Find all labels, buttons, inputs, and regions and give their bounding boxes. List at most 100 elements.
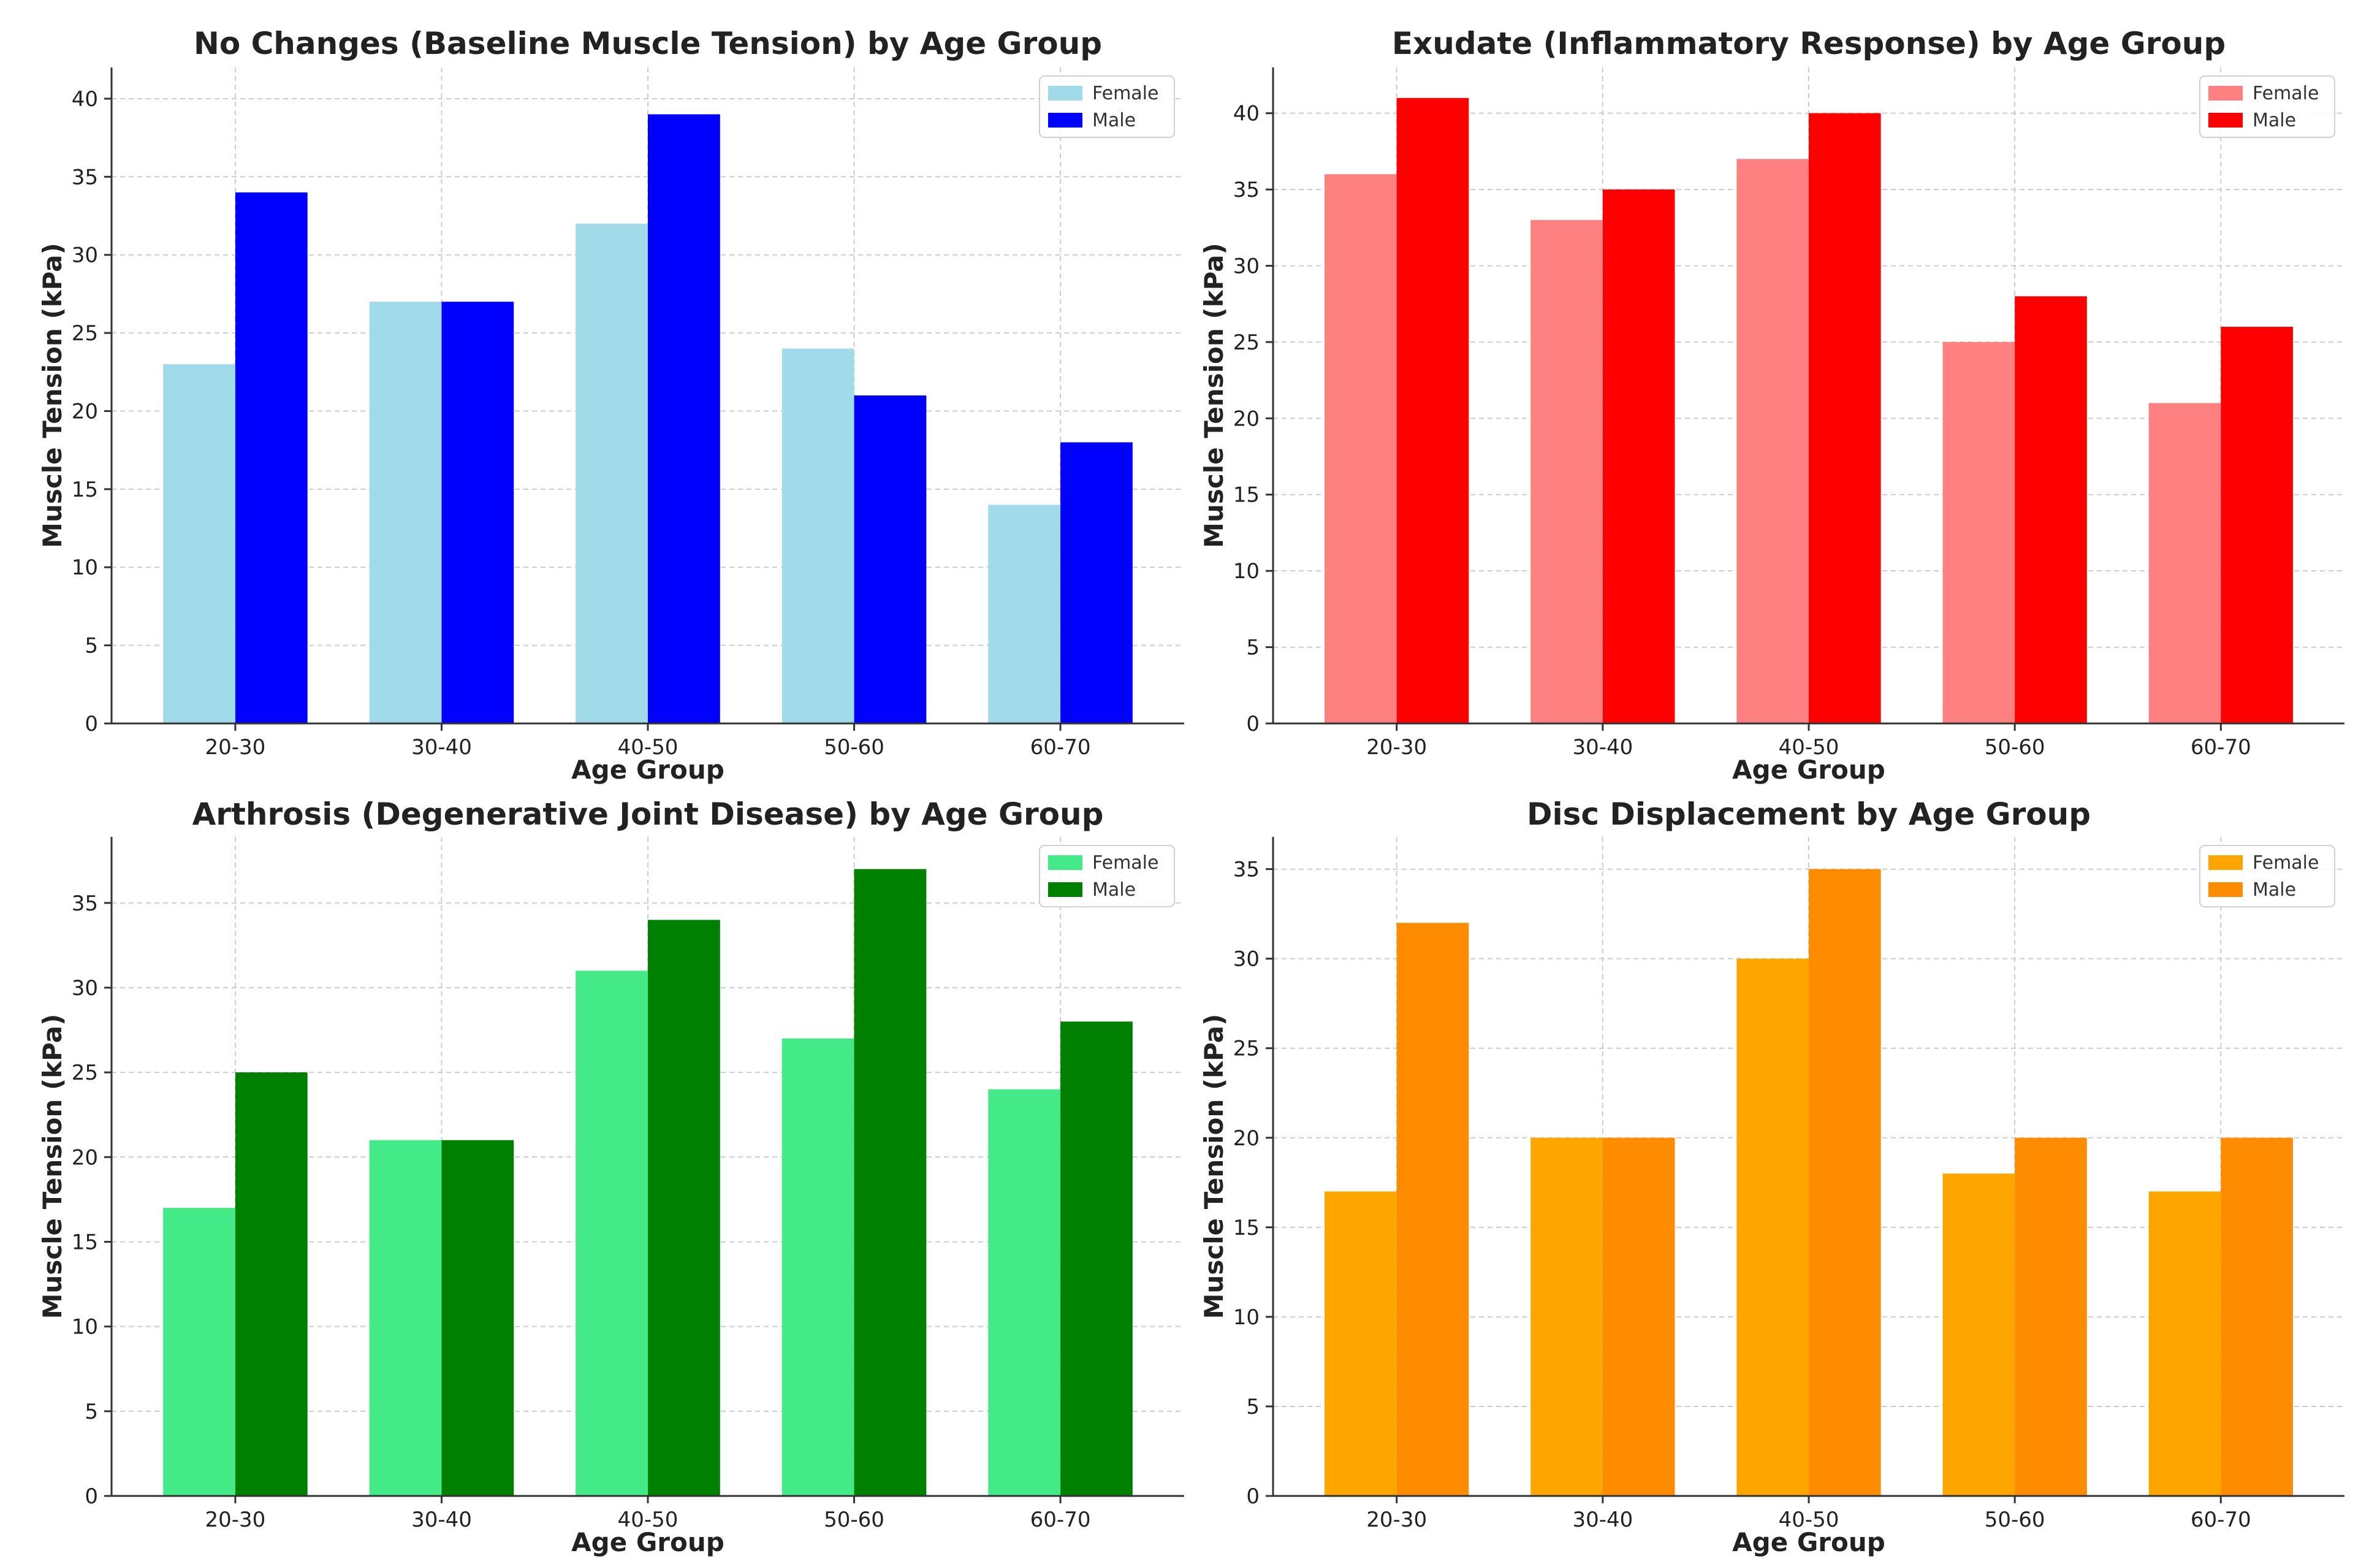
y-tick-label: 5 bbox=[1246, 1395, 1260, 1419]
bar-female-20-30 bbox=[1325, 1191, 1397, 1496]
y-tick-label: 30 bbox=[72, 243, 98, 268]
chart-panel-1: 0 5 10 15 20 25 30 35 40 20-30 30-40 40-50 50-60 60-7… bbox=[37, 26, 1184, 785]
bar-female-60-70 bbox=[988, 1089, 1061, 1496]
y-tick-label: 15 bbox=[72, 478, 98, 502]
bar-male-50-60 bbox=[854, 395, 927, 723]
bar-female-20-30 bbox=[163, 364, 235, 723]
y-axis-label: Muscle Tension (kPa) bbox=[1199, 1014, 1229, 1319]
y-tick-label: 5 bbox=[85, 634, 98, 658]
bar-male-50-60 bbox=[2015, 296, 2087, 723]
legend-swatch-female bbox=[1048, 855, 1082, 870]
chart-panel-3: 0 5 10 15 20 25 30 35 20-30 30-40 40-50 50-60 60-70 A… bbox=[37, 796, 1184, 1557]
y-tick-label: 5 bbox=[85, 1400, 98, 1424]
bar-female-30-40 bbox=[369, 302, 442, 724]
x-tick-label: 40-50 bbox=[618, 735, 679, 760]
x-axis-label: Age Group bbox=[571, 755, 724, 785]
y-tick-label: 20 bbox=[1233, 406, 1260, 431]
x-tick-label: 20-30 bbox=[1366, 1508, 1427, 1532]
x-tick-label: 60-70 bbox=[1030, 1508, 1091, 1532]
bar-female-50-60 bbox=[781, 348, 854, 723]
x-axis-label: Age Group bbox=[1732, 755, 1885, 785]
x-tick-label: 30-40 bbox=[411, 735, 472, 760]
y-tick-label: 30 bbox=[72, 976, 98, 1001]
y-tick-label: 15 bbox=[1233, 1216, 1260, 1240]
x-tick-label: 30-40 bbox=[1572, 735, 1633, 760]
x-tick-label: 30-40 bbox=[1572, 1508, 1633, 1532]
legend-label-male: Male bbox=[2253, 879, 2296, 901]
bar-male-30-40 bbox=[441, 302, 514, 724]
legend-swatch-female bbox=[1048, 86, 1082, 101]
bar-male-60-70 bbox=[2221, 1137, 2293, 1496]
bar-male-60-70 bbox=[1060, 442, 1133, 723]
legend-swatch-female bbox=[2208, 855, 2243, 870]
x-tick-label: 20-30 bbox=[1366, 735, 1427, 760]
bar-male-50-60 bbox=[854, 869, 927, 1496]
bar-male-20-30 bbox=[235, 192, 308, 723]
chart-title: Exudate (Inflammatory Response) by Age G… bbox=[1392, 26, 2226, 61]
bar-female-40-50 bbox=[1736, 958, 1809, 1496]
bar-female-60-70 bbox=[2148, 1191, 2221, 1496]
legend: Female Male bbox=[1039, 845, 1175, 907]
legend-swatch-male bbox=[2208, 882, 2243, 897]
y-tick-label: 40 bbox=[72, 87, 98, 112]
y-tick-label: 25 bbox=[72, 321, 98, 346]
x-tick-label: 50-60 bbox=[824, 735, 884, 760]
y-tick-label: 35 bbox=[72, 165, 98, 189]
bar-female-20-30 bbox=[163, 1208, 235, 1496]
y-axis-label: Muscle Tension (kPa) bbox=[37, 243, 67, 548]
bar-male-40-50 bbox=[1809, 869, 1881, 1496]
x-tick-label: 60-70 bbox=[2191, 1508, 2251, 1532]
y-tick-label: 25 bbox=[72, 1061, 98, 1085]
legend: Female Male bbox=[1039, 75, 1175, 138]
y-tick-label: 10 bbox=[72, 1315, 98, 1340]
bar-male-40-50 bbox=[1809, 113, 1881, 723]
y-tick-label: 0 bbox=[1246, 712, 1260, 736]
x-tick-label: 40-50 bbox=[618, 1508, 679, 1532]
legend-label-male: Male bbox=[2253, 110, 2296, 131]
y-tick-label: 0 bbox=[85, 1484, 98, 1509]
y-tick-label: 25 bbox=[1233, 330, 1260, 355]
chart-title: Disc Displacement by Age Group bbox=[1527, 796, 2091, 832]
bar-male-20-30 bbox=[235, 1072, 308, 1496]
chart-title: Arthrosis (Degenerative Joint Disease) b… bbox=[192, 796, 1104, 832]
bar-male-50-60 bbox=[2015, 1137, 2087, 1496]
y-tick-label: 30 bbox=[1233, 947, 1260, 972]
legend-label-female: Female bbox=[2253, 83, 2319, 104]
y-tick-label: 10 bbox=[72, 555, 98, 580]
bar-female-60-70 bbox=[988, 505, 1061, 723]
bar-female-50-60 bbox=[1942, 1173, 2015, 1496]
y-tick-label: 35 bbox=[1233, 178, 1260, 202]
y-tick-label: 25 bbox=[1233, 1037, 1260, 1061]
chart-panel-4: 0 5 10 15 20 25 30 35 20-30 30-40 40-50 50-60 60-70 D… bbox=[1199, 796, 2344, 1557]
bar-female-20-30 bbox=[1325, 174, 1397, 723]
y-axis-label: Muscle Tension (kPa) bbox=[1199, 243, 1229, 548]
bar-female-40-50 bbox=[1736, 159, 1809, 723]
legend-label-female: Female bbox=[1092, 852, 1158, 874]
y-tick-label: 15 bbox=[1233, 483, 1260, 508]
bar-male-60-70 bbox=[1060, 1021, 1133, 1496]
x-tick-label: 50-60 bbox=[1985, 1508, 2045, 1532]
legend-label-female: Female bbox=[2253, 852, 2319, 874]
bar-male-30-40 bbox=[441, 1140, 514, 1496]
y-tick-label: 15 bbox=[72, 1230, 98, 1254]
legend-swatch-female bbox=[2208, 86, 2243, 101]
bar-male-20-30 bbox=[1396, 97, 1469, 723]
y-tick-label: 10 bbox=[1233, 559, 1260, 584]
x-tick-label: 60-70 bbox=[1030, 735, 1091, 760]
bar-female-30-40 bbox=[1530, 219, 1603, 723]
y-tick-label: 0 bbox=[85, 712, 98, 736]
bar-male-60-70 bbox=[2221, 327, 2293, 723]
bar-female-30-40 bbox=[369, 1140, 442, 1496]
chart-title: No Changes (Baseline Muscle Tension) by … bbox=[194, 26, 1102, 61]
bar-male-40-50 bbox=[648, 114, 720, 723]
y-tick-label: 20 bbox=[72, 1145, 98, 1170]
y-tick-label: 5 bbox=[1246, 636, 1260, 660]
bar-female-50-60 bbox=[781, 1038, 854, 1496]
legend-swatch-male bbox=[1048, 882, 1082, 897]
x-axis-label: Age Group bbox=[571, 1527, 724, 1557]
legend-swatch-male bbox=[1048, 113, 1082, 128]
x-tick-label: 60-70 bbox=[2191, 735, 2251, 760]
x-axis-label: Age Group bbox=[1732, 1527, 1885, 1557]
y-tick-label: 40 bbox=[1233, 102, 1260, 126]
